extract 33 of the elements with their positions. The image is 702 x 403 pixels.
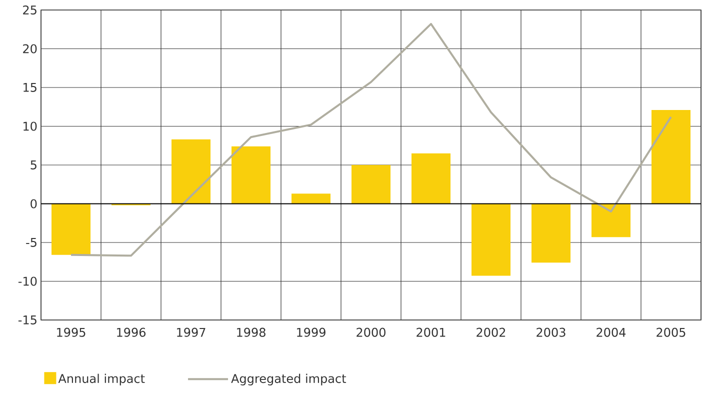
x-tick-label: 1999 <box>297 328 326 337</box>
y-tick-label: 20 <box>23 44 37 54</box>
legend-label: Aggregated impact <box>231 374 346 386</box>
x-tick-label: 2002 <box>476 328 506 337</box>
x-tick-label: 2003 <box>536 328 566 337</box>
x-tick-label: 2005 <box>656 328 686 337</box>
legend-label: Annual impact <box>58 374 145 386</box>
bar <box>412 153 451 204</box>
x-tick-label: 1995 <box>57 328 86 337</box>
y-tick-label: 15 <box>24 83 36 92</box>
bar <box>52 204 91 255</box>
y-tick-label: 10 <box>24 122 37 131</box>
bar <box>172 139 211 204</box>
bar <box>532 204 570 263</box>
x-tick-label: 2001 <box>416 328 446 337</box>
bar <box>292 194 331 204</box>
y-tick-label: 5 <box>30 160 36 170</box>
y-tick-label: 0 <box>30 199 37 208</box>
bar <box>592 204 630 238</box>
x-tick-label: 1998 <box>237 328 266 337</box>
y-tick-label: -15 <box>18 316 36 324</box>
y-tick-label: -10 <box>18 276 37 286</box>
x-tick-label: 2000 <box>356 328 386 337</box>
bar <box>232 146 271 204</box>
x-tick-label: 2004 <box>596 328 626 337</box>
bar <box>652 110 690 204</box>
bar <box>472 204 510 276</box>
x-tick-label: 1997 <box>177 328 206 337</box>
y-tick-label: -5 <box>26 238 36 247</box>
line-series <box>70 22 672 257</box>
bar <box>352 164 391 204</box>
y-tick-label: 25 <box>23 5 36 15</box>
x-tick-label: 1996 <box>117 328 146 337</box>
